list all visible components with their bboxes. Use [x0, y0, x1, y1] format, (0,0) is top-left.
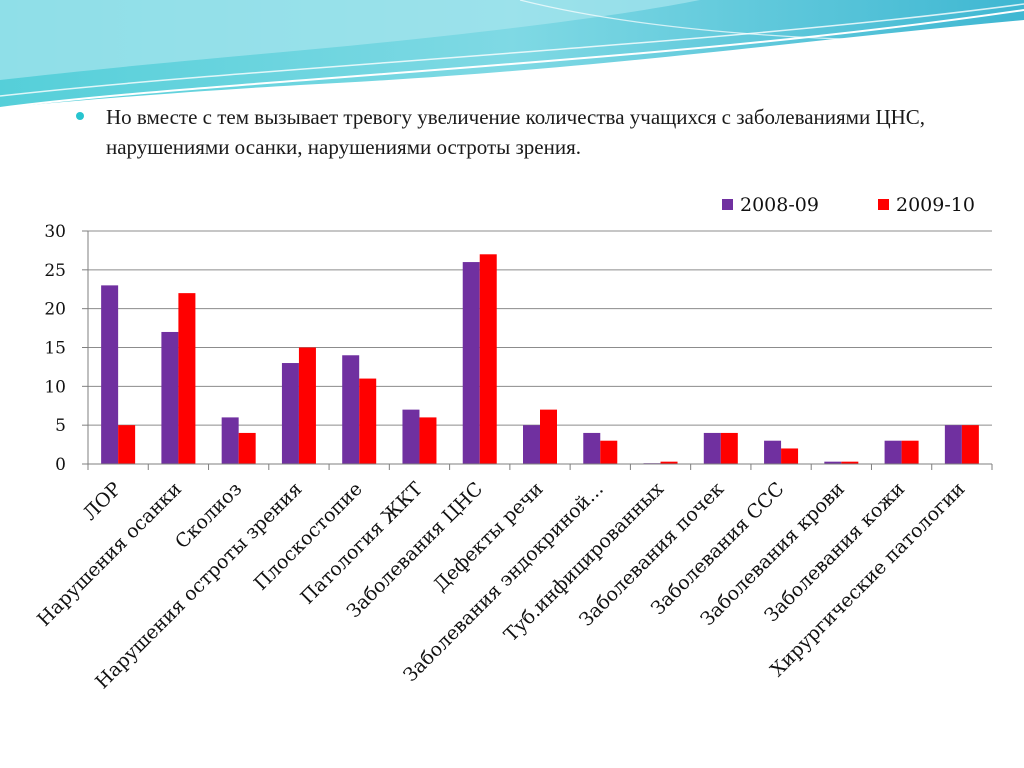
bar-series1-0 — [101, 285, 119, 464]
chart-bars — [101, 254, 979, 464]
bullet-dot-icon — [76, 112, 84, 120]
bar-series1-1 — [161, 331, 179, 464]
bar-series2-14 — [961, 425, 979, 464]
bar-series1-2 — [221, 417, 239, 464]
bar-series2-3 — [298, 347, 316, 464]
bar-series2-8 — [600, 440, 618, 464]
bar-series2-5 — [419, 417, 437, 464]
bar-series2-7 — [540, 409, 557, 464]
y-axis-tick-labels: 0 5 10 15 20 25 30 — [44, 222, 66, 475]
chart-legend: 2008-09 2009-10 — [722, 194, 975, 216]
chart-gridlines — [88, 230, 992, 426]
bar-series1-13 — [884, 440, 902, 464]
x-category-label: ЛОР — [79, 478, 126, 525]
y-tick-label: 10 — [44, 377, 66, 397]
bar-series2-2 — [238, 432, 256, 464]
bar-series1-3 — [281, 363, 299, 464]
x-category-label: Дефекты речи — [429, 478, 547, 596]
bar-series2-11 — [781, 448, 799, 464]
bar-series1-4 — [342, 355, 360, 464]
y-tick-label: 15 — [44, 339, 66, 359]
y-tick-label: 30 — [44, 222, 66, 242]
bar-series1-6 — [462, 262, 480, 464]
x-category-label: Плоскостопие — [250, 478, 367, 595]
chart-axes — [82, 230, 993, 470]
bar-series2-9 — [660, 461, 678, 464]
bar-series2-4 — [359, 378, 377, 464]
legend-label-1: 2008-09 — [740, 194, 819, 216]
bar-series1-5 — [402, 409, 420, 464]
bar-series1-8 — [583, 432, 601, 464]
bar-series1-11 — [764, 440, 782, 464]
y-tick-label: 20 — [44, 300, 66, 320]
y-tick-label: 25 — [44, 261, 66, 281]
legend-swatch-2 — [878, 199, 889, 210]
bar-series1-14 — [944, 425, 962, 464]
legend-label-2: 2009-10 — [896, 194, 975, 216]
bar-series1-10 — [703, 432, 721, 464]
y-tick-label: 0 — [55, 455, 66, 475]
legend-swatch-1 — [722, 199, 733, 210]
bar-series2-6 — [479, 254, 497, 464]
bar-series2-1 — [178, 293, 196, 464]
bar-series2-13 — [901, 440, 919, 464]
bar-series2-12 — [841, 461, 859, 464]
bar-series2-0 — [118, 425, 136, 464]
bar-series1-7 — [523, 425, 540, 464]
slide-header-decoration — [0, 0, 1024, 109]
y-tick-label: 5 — [55, 416, 66, 436]
bar-series2-10 — [720, 432, 738, 464]
bar-series1-12 — [824, 461, 842, 464]
bullet-text: Но вместе с тем вызывает тревогу увеличе… — [106, 105, 926, 159]
